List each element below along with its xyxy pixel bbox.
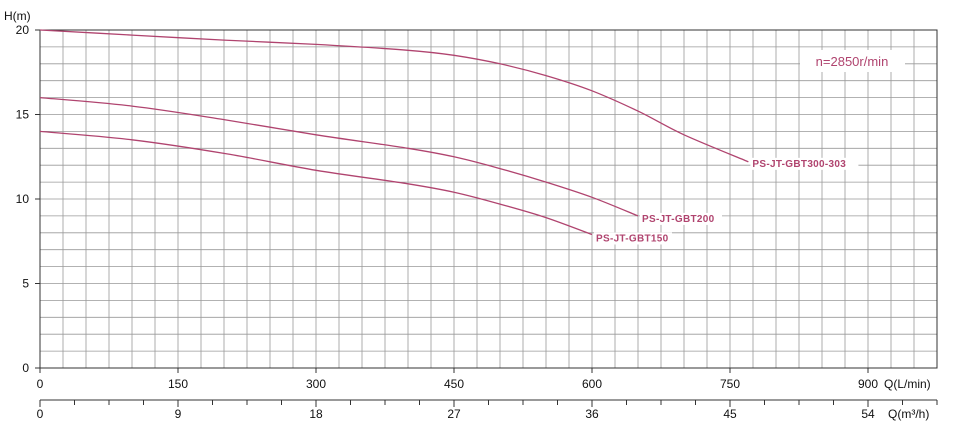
series-label: PS-JT-GBT150 <box>596 233 669 244</box>
x2-tick-label: 18 <box>309 407 323 421</box>
y-axis-label: H(m) <box>4 9 31 23</box>
curve-ps-jt-gbt150 <box>39 130 593 236</box>
x2-tick-label: 9 <box>175 407 182 421</box>
x2-axis-label: Q(m³/h) <box>888 407 929 421</box>
x-axis-label: Q(L/min) <box>884 377 931 391</box>
x-tick-label: 750 <box>720 377 740 391</box>
series-label-background <box>594 232 672 245</box>
y-tick-label: 5 <box>22 277 29 291</box>
x2-tick-label: 36 <box>585 407 599 421</box>
x2-tick-label: 54 <box>861 407 875 421</box>
chart-grid <box>40 30 937 368</box>
y-tick-label: 15 <box>16 108 30 122</box>
x-tick-label: 150 <box>168 377 188 391</box>
curve-ps-jt-gbt200 <box>39 96 639 217</box>
speed-label-background <box>800 50 905 72</box>
x-tick-label: 600 <box>582 377 602 391</box>
x-tick-label: 0 <box>37 377 44 391</box>
plot-frame <box>39 29 938 401</box>
x-tick-label: 300 <box>306 377 326 391</box>
series-labels: PS-JT-GBT300-303 PS-JT-GBT200 PS-JT-GBT150 <box>594 157 859 245</box>
x-tick-label: 450 <box>444 377 464 391</box>
y-tick-label: 0 <box>22 361 29 375</box>
x2-tick-label: 27 <box>447 407 461 421</box>
curve-ps-jt-gbt300-303 <box>39 29 749 163</box>
y-tick-label: 20 <box>16 23 30 37</box>
curve-series <box>39 29 749 236</box>
x2-tick-label: 45 <box>723 407 737 421</box>
series-label-background <box>750 157 859 170</box>
x2-tick-label: 0 <box>37 407 44 421</box>
series-label-background <box>640 212 722 225</box>
speed-label: n=2850r/min <box>816 54 889 69</box>
series-label: PS-JT-GBT300-303 <box>752 159 846 170</box>
y-tick-label: 10 <box>16 192 30 206</box>
x-tick-label: 900 <box>858 377 878 391</box>
series-label: PS-JT-GBT200 <box>642 214 715 225</box>
tick-labels: 0 5 10 15 20 0 150 300 450 600 750 900 0 9 18 27 36 45 54 <box>16 23 938 421</box>
